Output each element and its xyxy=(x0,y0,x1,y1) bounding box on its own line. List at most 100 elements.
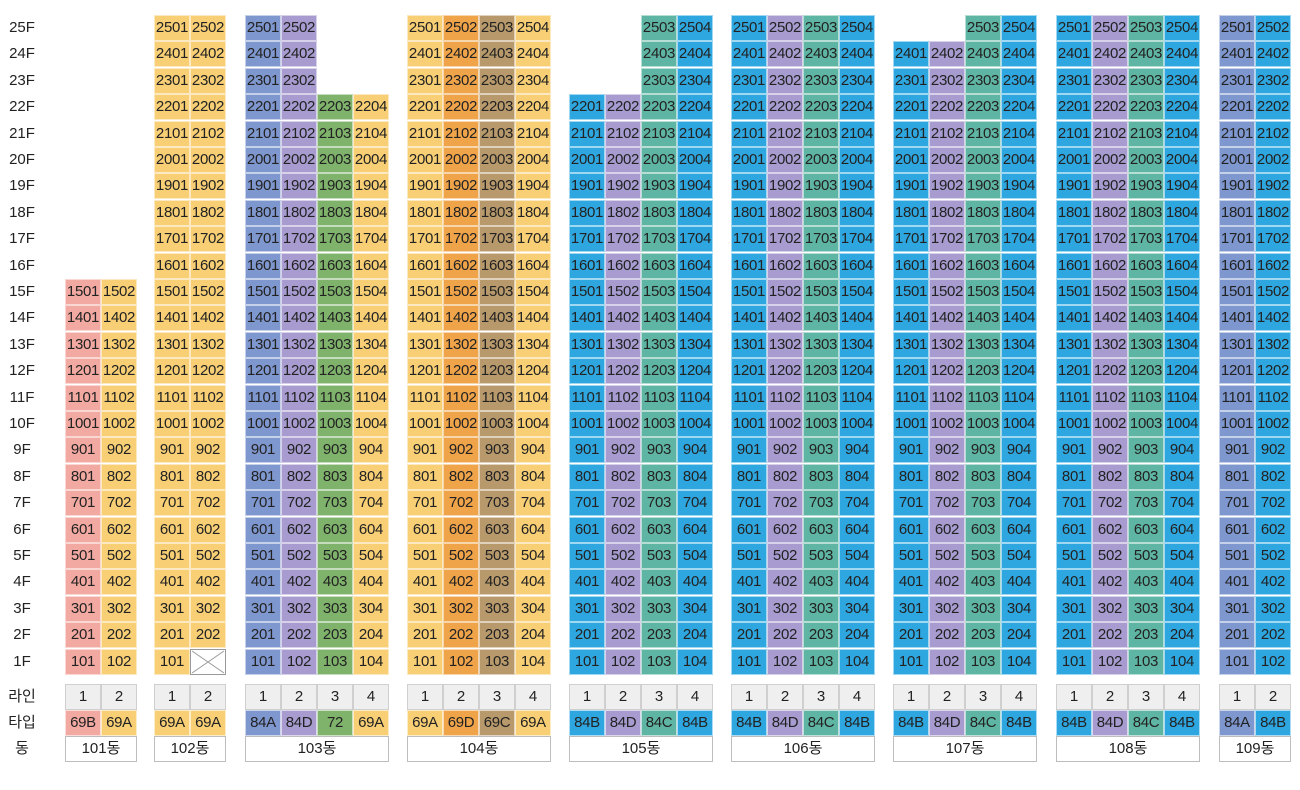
unit-cell: 503 xyxy=(317,543,353,569)
unit-cell: 1502 xyxy=(605,279,641,305)
unit-cell: 1403 xyxy=(479,305,515,332)
unit-cell: 403 xyxy=(641,569,677,596)
unit-cell: 904 xyxy=(677,437,713,464)
unit-cell: 501 xyxy=(407,543,443,569)
unit-cell: 1004 xyxy=(515,411,551,437)
unit-type-cell: 84B xyxy=(731,710,767,736)
unit-cell: 1301 xyxy=(1056,331,1092,358)
unit-type-cell: 72 xyxy=(317,710,353,736)
building-name: 105동 xyxy=(569,736,713,762)
unit-cell: 1904 xyxy=(1164,173,1200,200)
unit-cell: 504 xyxy=(1001,543,1037,569)
unit-cell: 201 xyxy=(154,622,190,649)
unit-cell: 1104 xyxy=(353,384,389,411)
unit-cell: 2102 xyxy=(1092,120,1128,147)
unit-cell: 1104 xyxy=(677,384,713,411)
unit-cell: 401 xyxy=(1219,569,1255,596)
unit-cell: 2201 xyxy=(1056,94,1092,121)
unit-cell: 1901 xyxy=(569,173,605,200)
unit-cell: 2001 xyxy=(731,147,767,173)
unit-cell: 1201 xyxy=(65,358,101,385)
unit-cell: 2102 xyxy=(1255,120,1291,147)
unit-cell: 1701 xyxy=(154,226,190,253)
unit-cell: 2103 xyxy=(1128,120,1164,147)
unit-cell: 1502 xyxy=(443,279,479,305)
unit-type-cell: 84A xyxy=(1219,710,1255,736)
line-number-cell: 1 xyxy=(245,684,281,710)
unit-cell: 401 xyxy=(569,569,605,596)
unit-cell: 1801 xyxy=(731,199,767,226)
unit-cell: 802 xyxy=(605,463,641,490)
unit-cell: 702 xyxy=(281,490,317,517)
floor-label: 10F xyxy=(9,415,35,432)
unit-cell: 2201 xyxy=(1219,94,1255,121)
unit-cell: 1701 xyxy=(1056,226,1092,253)
unit-cell: 2103 xyxy=(317,120,353,147)
line-number-cell: 3 xyxy=(1128,684,1164,710)
unit-cell: 601 xyxy=(65,516,101,543)
unit-cell: 601 xyxy=(1219,516,1255,543)
unit-cell: 102 xyxy=(1092,648,1128,675)
unit-cell: 802 xyxy=(101,463,137,490)
unit-cell: 1301 xyxy=(1219,331,1255,358)
unit-cell: 1202 xyxy=(443,358,479,385)
unit-cell: 2302 xyxy=(1255,67,1291,94)
unit-cell: 2404 xyxy=(677,41,713,68)
unit-cell: 604 xyxy=(839,516,875,543)
unit-cell: 2102 xyxy=(190,120,226,147)
unit-cell: 101 xyxy=(569,648,605,675)
unit-cell: 1802 xyxy=(190,199,226,226)
unit-cell: 1803 xyxy=(641,199,677,226)
unit-cell: 501 xyxy=(65,543,101,569)
unit-cell: 2002 xyxy=(190,147,226,173)
unit-cell: 702 xyxy=(929,490,965,517)
unit-cell: 1501 xyxy=(154,279,190,305)
empty-unit xyxy=(190,648,226,675)
unit-cell: 1602 xyxy=(605,252,641,279)
line-number-cell: 4 xyxy=(353,684,389,710)
unit-cell: 2503 xyxy=(965,15,1001,41)
unit-cell: 604 xyxy=(677,516,713,543)
unit-cell: 1604 xyxy=(839,252,875,279)
unit-cell: 2504 xyxy=(515,15,551,41)
unit-cell: 2104 xyxy=(515,120,551,147)
unit-cell: 2502 xyxy=(281,15,317,41)
unit-cell: 304 xyxy=(677,595,713,622)
unit-cell: 2303 xyxy=(1128,67,1164,94)
unit-cell: 303 xyxy=(803,595,839,622)
unit-cell: 304 xyxy=(839,595,875,622)
unit-cell: 2404 xyxy=(1164,41,1200,68)
unit-cell: 2104 xyxy=(1001,120,1037,147)
unit-cell: 1103 xyxy=(803,384,839,411)
unit-cell: 1501 xyxy=(65,279,101,305)
unit-cell: 901 xyxy=(731,437,767,464)
unit-type-cell: 69A xyxy=(101,710,137,736)
unit-cell: 901 xyxy=(65,437,101,464)
unit-cell: 1901 xyxy=(1056,173,1092,200)
unit-cell: 603 xyxy=(803,516,839,543)
unit-cell: 1702 xyxy=(929,226,965,253)
unit-cell: 404 xyxy=(515,569,551,596)
unit-cell: 701 xyxy=(154,490,190,517)
unit-cell: 1802 xyxy=(767,199,803,226)
floor-label: 23F xyxy=(9,71,35,89)
unit-cell: 1103 xyxy=(479,384,515,411)
unit-cell: 2401 xyxy=(154,41,190,68)
unit-cell: 1303 xyxy=(479,331,515,358)
unit-cell: 1204 xyxy=(677,358,713,385)
unit-cell: 401 xyxy=(893,569,929,596)
unit-cell: 1303 xyxy=(803,331,839,358)
unit-type-cell: 69C xyxy=(479,710,515,736)
unit-cell: 802 xyxy=(1255,463,1291,490)
unit-cell: 501 xyxy=(245,543,281,569)
unit-cell: 1404 xyxy=(1001,305,1037,332)
unit-cell: 502 xyxy=(1092,543,1128,569)
unit-cell: 404 xyxy=(839,569,875,596)
unit-cell: 2501 xyxy=(1056,15,1092,41)
unit-cell: 902 xyxy=(1255,437,1291,464)
unit-cell: 1702 xyxy=(190,226,226,253)
unit-cell: 2004 xyxy=(1164,147,1200,173)
unit-cell: 2502 xyxy=(1092,15,1128,41)
building-name: 106동 xyxy=(731,736,875,762)
unit-cell: 2301 xyxy=(1219,67,1255,94)
